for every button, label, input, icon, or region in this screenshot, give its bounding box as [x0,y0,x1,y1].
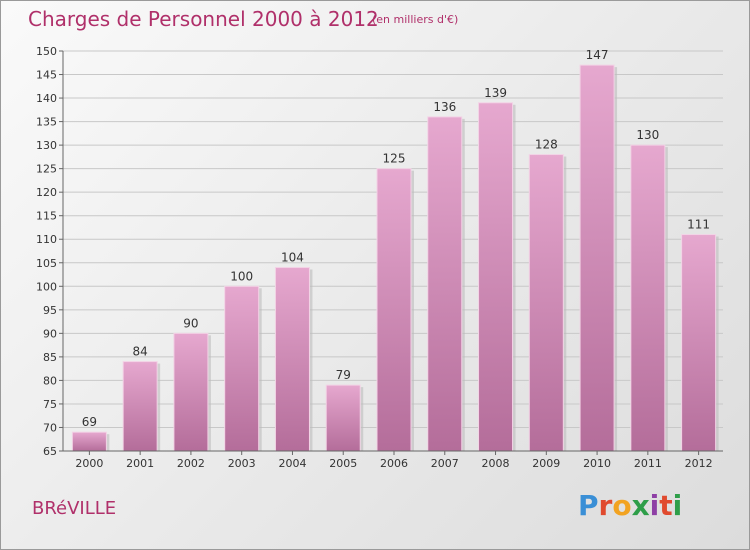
y-tick-label: 125 [36,163,57,176]
bar [376,168,412,452]
y-tick-label: 150 [36,45,57,58]
bar-value-label: 139 [484,86,507,100]
bar-value-label: 136 [433,100,456,114]
bar-group: 147 [579,48,618,452]
y-tick-label: 135 [36,116,57,129]
bar-value-label: 69 [82,415,97,429]
bar-group: 79 [325,368,364,452]
x-tick-label: 2000 [75,457,103,470]
y-tick-label: 80 [43,374,57,387]
y-tick-label: 110 [36,233,57,246]
bar-value-label: 90 [183,316,198,330]
bar-group: 139 [478,86,516,452]
x-tick-label: 2007 [431,457,459,470]
y-tick-label: 145 [36,69,57,82]
chart-title: Charges de Personnel 2000 à 2012 [28,7,379,31]
bar [681,234,717,452]
chart-subtitle: (en milliers d'€) [372,13,459,26]
bar [325,384,361,452]
x-tick-label: 2009 [532,457,560,470]
bar [528,154,564,452]
bar [122,361,158,452]
bar [630,144,666,452]
brand-letter: i [649,489,660,522]
bar-value-label: 128 [535,138,558,152]
bar-value-label: 100 [230,269,253,283]
bar-group: 84 [122,345,161,452]
bar-group: 111 [681,218,719,452]
bar-group: 104 [274,250,313,452]
y-tick-label: 100 [36,280,57,293]
bar [224,285,260,452]
x-tick-label: 2003 [228,457,256,470]
y-tick-label: 130 [36,139,57,152]
brand-letter: o [612,489,632,522]
x-tick-label: 2008 [482,457,510,470]
bar [579,64,615,452]
y-tick-label: 75 [43,398,57,411]
bar-group: 90 [173,316,211,452]
brand-letter: i [672,489,683,522]
bar [173,332,209,452]
y-tick-label: 95 [43,304,57,317]
x-tick-label: 2001 [126,457,154,470]
bar-group: 130 [630,128,668,452]
proxiti-logo: Proxiti [578,489,682,522]
bar [71,431,107,452]
bar-value-label: 111 [687,218,710,232]
x-tick-label: 2012 [685,457,713,470]
bar-group: 125 [376,152,414,452]
bar-value-label: 84 [133,345,148,359]
bar-value-label: 125 [383,152,406,166]
x-tick-label: 2005 [329,457,357,470]
bar-value-label: 79 [336,368,351,382]
x-tick-label: 2011 [634,457,662,470]
y-tick-label: 105 [36,257,57,270]
x-tick-label: 2010 [583,457,611,470]
bar-value-label: 104 [281,250,304,264]
bar-group: 136 [427,100,465,452]
commune-name: BRéVILLE [32,498,117,519]
bar-group: 100 [224,269,262,452]
bar-group: 69 [71,415,110,452]
y-tick-label: 120 [36,186,57,199]
y-tick-label: 70 [43,421,57,434]
brand-letter: x [631,489,650,522]
brand-letter: P [578,489,599,522]
bar-value-label: 147 [586,48,609,62]
bar [478,102,514,452]
x-tick-label: 2004 [278,457,306,470]
x-tick-label: 2002 [177,457,205,470]
bar [427,116,463,452]
y-tick-label: 140 [36,92,57,105]
bar-value-label: 130 [636,128,659,142]
bar [274,266,310,452]
y-tick-label: 115 [36,210,57,223]
bar-group: 128 [528,138,567,452]
y-tick-label: 85 [43,351,57,364]
brand-letter: r [598,489,613,522]
brand-letter: t [659,489,673,522]
x-tick-label: 2006 [380,457,408,470]
y-tick-label: 90 [43,327,57,340]
y-tick-label: 65 [43,445,57,458]
